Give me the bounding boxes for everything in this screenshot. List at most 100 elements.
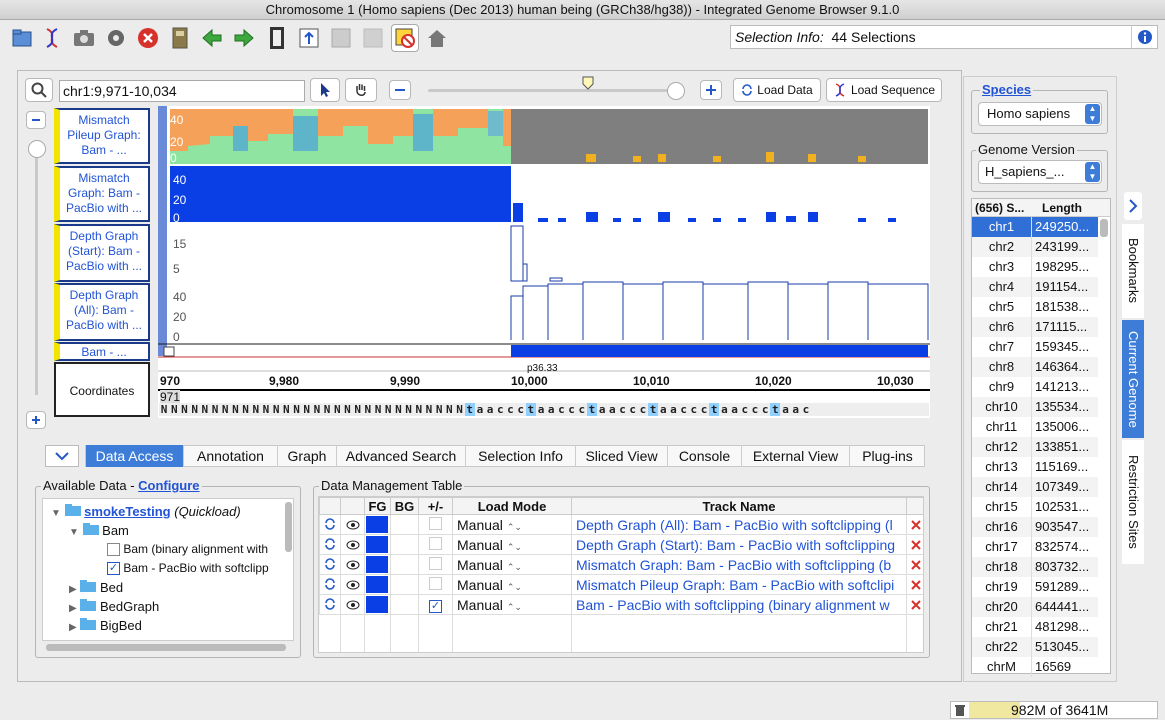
zoom-out-button[interactable] (389, 80, 411, 100)
forward-arrow-icon[interactable] (230, 24, 258, 52)
chrom-row[interactable]: chr9 141213... (972, 377, 1098, 397)
load-mode-select[interactable]: Manual ⌃⌄ (452, 534, 572, 555)
delete-icon[interactable] (906, 574, 923, 595)
blank-icon[interactable] (327, 24, 355, 52)
chrom-row[interactable]: chr14 107349... (972, 477, 1098, 497)
chrom-row[interactable]: chr4 191154... (972, 277, 1098, 297)
tab-data-access[interactable]: Data Access (86, 445, 184, 467)
bg-color-swatch[interactable] (390, 554, 419, 575)
fg-color-swatch[interactable] (364, 514, 391, 535)
tab-graph[interactable]: Graph (278, 445, 337, 467)
track-name-cell[interactable]: Depth Graph (Start): Bam - PacBio with s… (571, 534, 907, 555)
chrom-row[interactable]: chr2 243199... (972, 237, 1098, 257)
delete-icon[interactable] (906, 594, 923, 615)
refresh-icon[interactable] (319, 554, 341, 575)
configure-link[interactable]: Configure (138, 478, 200, 493)
load-sequence-button[interactable]: Load Sequence (826, 78, 942, 102)
track-name-cell[interactable]: Mismatch Pileup Graph: Bam - PacBio with… (571, 574, 907, 595)
bg-color-swatch[interactable] (390, 534, 419, 555)
open-file-icon[interactable] (8, 24, 36, 52)
eye-icon[interactable] (340, 554, 365, 575)
chrom-row[interactable]: chr22 513045... (972, 637, 1098, 657)
load-data-button[interactable]: Load Data (733, 78, 821, 102)
film-icon[interactable] (263, 24, 291, 52)
clear-selection-icon[interactable] (391, 24, 419, 52)
chrom-row[interactable]: chr19 591289... (972, 577, 1098, 597)
side-panel-toggle[interactable] (1124, 192, 1142, 220)
gear-icon[interactable] (102, 24, 130, 52)
col-header-track-name[interactable]: Track Name (571, 497, 907, 515)
tab-plug-ins[interactable]: Plug-ins (862, 448, 913, 464)
checkbox-checked[interactable]: ✓ (107, 562, 120, 576)
dmt-row[interactable]: Manual ⌃⌄ Depth Graph (All): Bam - PacBio… (319, 514, 923, 535)
track-name-cell[interactable]: Bam - PacBio with softclipping (binary a… (571, 594, 907, 615)
chrom-row[interactable]: chr7 159345... (972, 337, 1098, 357)
side-tab-restriction-sites[interactable]: Restriction Sites (1122, 440, 1144, 564)
delete-icon[interactable] (906, 534, 923, 555)
tree-node-bigbed[interactable]: ▶ BigBed (69, 618, 142, 633)
blank-icon[interactable] (359, 24, 387, 52)
tree-node-bed[interactable]: ▶ Bed (69, 580, 124, 595)
notebook-icon[interactable] (166, 24, 194, 52)
col-header-seq[interactable]: (656) S... (975, 201, 1025, 215)
fg-color-swatch[interactable] (364, 554, 391, 575)
tab-external-view[interactable]: External View (742, 445, 850, 467)
species-select[interactable]: Homo sapiens ▲ ▼ (978, 102, 1102, 126)
zoom-slider[interactable] (428, 89, 676, 92)
chrom-row[interactable]: chr13 115169... (972, 457, 1098, 477)
chrom-row[interactable]: chr15 102531... (972, 497, 1098, 517)
search-icon[interactable] (25, 78, 53, 102)
zoom-slider-marker[interactable] (582, 76, 594, 93)
load-mode-select[interactable]: Manual ⌃⌄ (452, 554, 572, 575)
tree-node-bam[interactable]: ▼ Bam (69, 523, 129, 538)
dmt-row[interactable]: Manual ⌃⌄ Mismatch Pileup Graph: Bam - Pa… (319, 574, 923, 595)
side-tab-bookmarks[interactable]: Bookmarks (1122, 224, 1144, 318)
track-label-depth-start[interactable]: Depth Graph (Start): Bam - PacBio with .… (54, 224, 150, 282)
chrom-row[interactable]: chr20 644441... (972, 597, 1098, 617)
collapse-panel-button[interactable] (45, 445, 79, 467)
tree-node-smoketesting[interactable]: ▼ smokeTesting (Quickload) (51, 504, 241, 519)
refresh-icon[interactable] (319, 534, 341, 555)
chrom-table-scrollbar[interactable] (1100, 219, 1108, 237)
track-name-cell[interactable]: Depth Graph (All): Bam - PacBio with sof… (571, 514, 907, 535)
vertical-zoom-out-button[interactable] (26, 111, 46, 129)
tab-console[interactable]: Console (668, 445, 742, 467)
bg-color-swatch[interactable] (390, 514, 419, 535)
tab-sliced-view[interactable]: Sliced View (576, 445, 668, 467)
genome-version-select[interactable]: H_sapiens_... ▲ ▼ (978, 160, 1102, 184)
tree-horizontal-scrollbar[interactable] (46, 644, 286, 651)
checkbox[interactable] (107, 543, 120, 557)
refresh-icon[interactable] (319, 594, 341, 615)
eye-icon[interactable] (340, 534, 365, 555)
dmt-row[interactable]: Manual ⌃⌄ Mismatch Graph: Bam - PacBio wi… (319, 554, 923, 575)
chrom-row[interactable]: chr11 135006... (972, 417, 1098, 437)
info-icon[interactable] (1131, 26, 1157, 48)
checkbox[interactable] (418, 514, 453, 535)
load-mode-select[interactable]: Manual ⌃⌄ (452, 514, 572, 535)
load-mode-select[interactable]: Manual ⌃⌄ (452, 594, 572, 615)
fg-color-swatch[interactable] (364, 594, 391, 615)
refresh-icon[interactable] (319, 574, 341, 595)
species-label[interactable]: Species (980, 82, 1034, 97)
side-tab-current-genome[interactable]: Current Genome (1122, 320, 1144, 438)
col-header-fg[interactable]: FG (364, 497, 391, 515)
chrom-row[interactable]: chr5 181538... (972, 297, 1098, 317)
dna-icon[interactable] (38, 24, 66, 52)
tree-node-bam-pacbio[interactable]: ✓ Bam - PacBio with softclipp (107, 561, 269, 576)
dmt-row[interactable]: ✓ Manual ⌃⌄ Bam - PacBio with softclipping… (319, 594, 923, 615)
dmt-row[interactable]: Manual ⌃⌄ Depth Graph (Start): Bam - PacB… (319, 534, 923, 555)
track-label-depth-all[interactable]: Depth Graph (All): Bam - PacBio with ... (54, 283, 150, 341)
location-input[interactable]: chr1:9,971-10,034 (59, 80, 305, 102)
track-label-mismatch-graph[interactable]: Mismatch Graph: Bam - PacBio with ... (54, 166, 150, 222)
eye-icon[interactable] (340, 574, 365, 595)
checkbox-checked[interactable]: ✓ (418, 594, 453, 615)
vertical-zoom-in-button[interactable] (26, 411, 46, 429)
chrom-row[interactable]: chrM 16569 (972, 657, 1098, 677)
tree-vertical-scrollbar[interactable] (285, 502, 292, 552)
zoom-in-button[interactable] (700, 80, 722, 100)
zoom-slider-thumb[interactable] (667, 82, 685, 100)
delete-icon[interactable] (906, 554, 923, 575)
chrom-row[interactable]: chr16 903547... (972, 517, 1098, 537)
tab-advanced-search[interactable]: Advanced Search (337, 445, 466, 467)
eye-icon[interactable] (340, 514, 365, 535)
